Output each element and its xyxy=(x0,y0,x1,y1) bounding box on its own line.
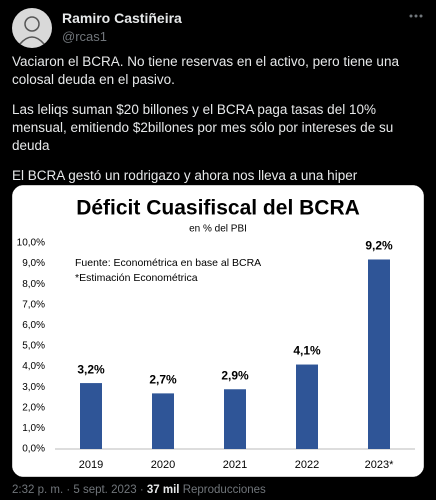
paragraph: El BCRA gestó un rodrigazo y ahora nos l… xyxy=(12,168,358,183)
x-tick-label: 2023* xyxy=(365,459,394,471)
y-tick-label: 5,0% xyxy=(22,341,45,352)
y-tick-label: 0,0% xyxy=(22,444,45,455)
author-name[interactable]: Ramiro Castiñeira xyxy=(62,10,182,26)
y-tick-label: 9,0% xyxy=(22,258,45,269)
value-label: 4,1% xyxy=(293,344,321,358)
bar xyxy=(152,393,174,449)
paragraph: Vaciaron el BCRA. No tiene reservas en e… xyxy=(12,54,399,87)
chart-title: Déficit Cuasifiscal del BCRA xyxy=(76,197,360,220)
value-label: 3,2% xyxy=(77,362,105,376)
y-tick-label: 6,0% xyxy=(22,320,45,331)
chart-subtitle: en % del PBI xyxy=(189,224,247,235)
avatar-bg xyxy=(12,8,52,48)
tweet-text: Vaciaron el BCRA. No tiene reservas en e… xyxy=(12,53,426,197)
bar xyxy=(224,389,246,449)
avatar-body xyxy=(19,36,45,45)
value-label: 2,9% xyxy=(221,368,249,382)
paragraph: Las leliqs suman $20 billones y el BCRA … xyxy=(12,102,394,153)
timestamp[interactable]: 2:32 p. m. · 5 sept. 2023 · xyxy=(12,484,144,496)
y-tick-label: 4,0% xyxy=(22,361,45,372)
value-label: 2,7% xyxy=(149,373,177,387)
y-tick-label: 2,0% xyxy=(22,402,45,413)
value-label: 9,2% xyxy=(365,239,393,253)
chart: Déficit Cuasifiscal del BCRA en % del PB… xyxy=(12,185,424,477)
x-tick-label: 2022 xyxy=(295,459,319,471)
annotation: *Estimación Econométrica xyxy=(75,272,198,284)
avatar[interactable] xyxy=(12,8,52,48)
author-handle[interactable]: @rcas1 xyxy=(62,29,107,44)
y-tick-label: 7,0% xyxy=(22,299,45,310)
y-tick-label: 1,0% xyxy=(22,423,45,434)
bar xyxy=(80,383,102,449)
bar xyxy=(296,364,318,449)
views-label: Reproducciones xyxy=(182,484,266,496)
annotation: Fuente: Econométrica en base al BCRA xyxy=(75,257,261,269)
bar xyxy=(368,259,390,449)
x-tick-label: 2021 xyxy=(223,459,247,471)
x-tick-label: 2019 xyxy=(79,459,103,471)
more-button[interactable] xyxy=(408,8,424,24)
tweet-footer: 2:32 p. m. · 5 sept. 2023 · 37 mil Repro… xyxy=(12,484,266,496)
media[interactable]: Déficit Cuasifiscal del BCRA en % del PB… xyxy=(12,185,424,477)
x-tick-label: 2020 xyxy=(151,459,175,471)
y-tick-label: 8,0% xyxy=(22,279,45,290)
y-tick-label: 3,0% xyxy=(22,382,45,393)
y-tick-label: 10,0% xyxy=(17,238,45,249)
avatar-head xyxy=(24,16,40,32)
views-count: 37 mil xyxy=(146,484,180,496)
